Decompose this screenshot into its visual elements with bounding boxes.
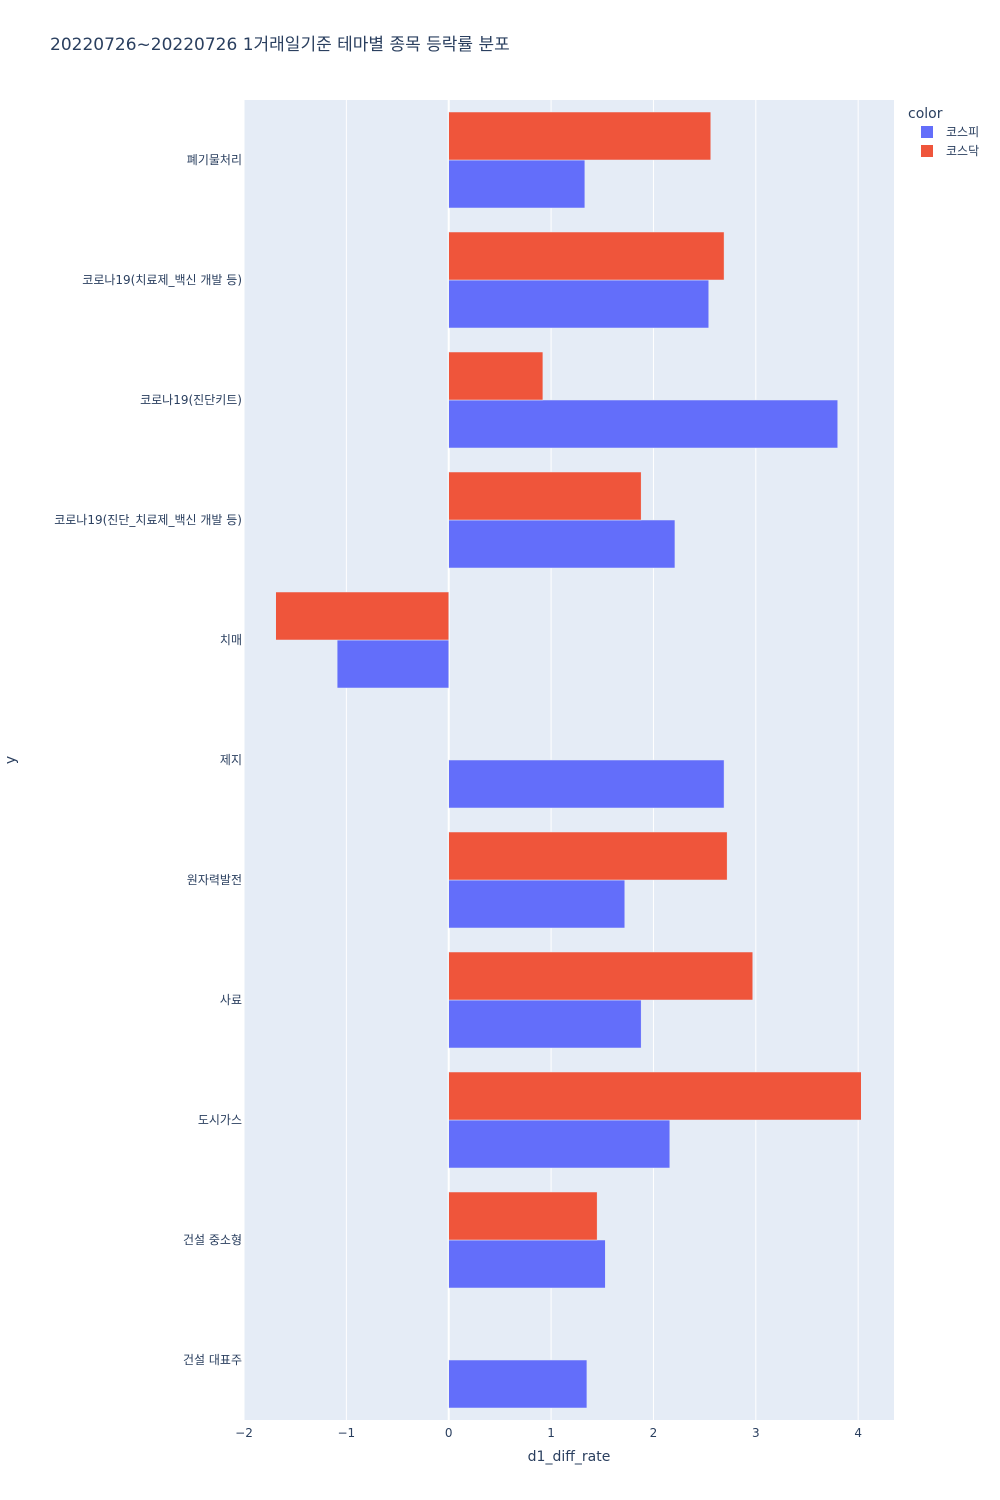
bar-kosdaq [448, 471, 642, 521]
bar-kospi [336, 639, 449, 689]
bar-kosdaq [448, 1191, 598, 1241]
y-tick-label: 건설 대표주 [183, 1353, 242, 1367]
x-tick-label: 2 [650, 1426, 658, 1440]
bar-kosdaq [448, 1071, 862, 1121]
y-tick-label: 도시가스 [198, 1113, 242, 1127]
bar-kosdaq [448, 231, 725, 281]
y-tick-label: 코로나19(치료제_백신 개발 등) [82, 273, 242, 287]
x-tick-labels: −2 −1 0 1 2 3 4 [235, 1426, 862, 1440]
x-tick-label: −1 [338, 1426, 356, 1440]
bar-kosdaq [448, 351, 544, 401]
y-tick-label: 제지 [220, 753, 242, 767]
x-tick-label: −2 [235, 1426, 253, 1440]
x-tick-label: 1 [547, 1426, 555, 1440]
bar-kosdaq [448, 111, 712, 161]
y-tick-label: 폐기물처리 [187, 153, 242, 167]
bar-kosdaq [448, 831, 728, 881]
y-tick-label: 건설 중소형 [183, 1233, 242, 1247]
legend-title: color [908, 106, 943, 122]
bar-kospi [448, 519, 676, 569]
x-axis-title: d1_diff_rate [528, 1449, 611, 1465]
bar-kospi [448, 759, 725, 809]
bar-kosdaq [275, 591, 449, 641]
chart-title: 20220726~20220726 1거래일기준 테마별 종목 등락률 분포 [50, 35, 510, 55]
bar-kospi [448, 879, 626, 929]
bar-kospi [448, 1359, 588, 1409]
legend-label: 코스피 [946, 125, 979, 139]
y-axis-title: y [3, 756, 19, 764]
bar-kospi [448, 279, 709, 329]
x-tick-label: 3 [752, 1426, 760, 1440]
bar-kospi [448, 1119, 671, 1169]
x-tick-label: 4 [854, 1426, 862, 1440]
y-tick-label: 코로나19(진단키트) [140, 393, 242, 407]
bar-kospi [448, 999, 642, 1049]
legend-swatch [921, 126, 933, 138]
legend-label: 코스닥 [946, 144, 979, 158]
legend-swatch [921, 145, 933, 157]
bar-kospi [448, 399, 838, 449]
y-tick-label: 치매 [220, 633, 242, 647]
bar-kospi [448, 159, 586, 209]
y-tick-label: 원자력발전 [187, 873, 242, 887]
y-tick-label: 사료 [220, 993, 242, 1007]
bar-kospi [448, 1239, 606, 1289]
y-tick-label: 코로나19(진단_치료제_백신 개발 등) [54, 513, 242, 527]
bars [275, 111, 862, 1409]
bar-kosdaq [448, 951, 753, 1001]
x-tick-label: 0 [445, 1426, 453, 1440]
